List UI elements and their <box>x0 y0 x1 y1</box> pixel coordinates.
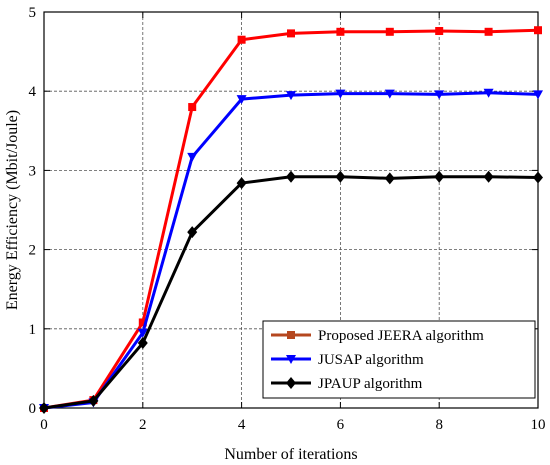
data-point <box>138 318 147 327</box>
y-tick-label: 3 <box>29 163 37 179</box>
data-point <box>286 170 296 183</box>
series-2 <box>39 170 543 414</box>
data-point <box>237 35 246 44</box>
data-point <box>336 27 345 36</box>
x-tick-label: 4 <box>238 417 246 433</box>
data-point <box>187 152 198 162</box>
y-tick-label: 1 <box>29 322 37 338</box>
y-tick-label: 4 <box>29 84 37 100</box>
y-axis-label: Energy Efficiency (Mbit/Joule) <box>4 110 21 310</box>
data-point <box>286 91 296 101</box>
data-point <box>335 89 346 99</box>
legend: Proposed JEERA algorithm JUSAP algorithm J… <box>262 320 536 399</box>
legend-label: JUSAP algorithm <box>318 352 424 368</box>
x-axis-label: Number of iterations <box>224 446 357 463</box>
y-tick-label: 2 <box>29 243 37 259</box>
data-point <box>483 88 494 98</box>
data-point <box>236 177 247 190</box>
data-point <box>39 402 49 414</box>
x-tick-label: 0 <box>40 417 48 433</box>
series-group <box>39 26 543 414</box>
legend-marker <box>286 377 296 389</box>
data-point <box>434 90 445 100</box>
data-point <box>434 170 445 183</box>
data-point <box>137 328 148 338</box>
y-tick-label: 5 <box>29 5 37 21</box>
data-point <box>534 26 542 35</box>
data-point <box>137 337 148 350</box>
data-point <box>384 172 395 185</box>
data-point <box>435 27 444 36</box>
data-point <box>236 95 247 105</box>
legend-marker <box>287 331 295 339</box>
data-point <box>187 226 198 239</box>
plot-frame <box>43 11 539 409</box>
data-point <box>287 29 295 38</box>
legend-label: JPAUP algorithm <box>318 376 423 392</box>
data-point <box>88 394 99 407</box>
data-point <box>335 170 346 183</box>
y-tick-label: 0 <box>29 401 37 417</box>
data-point <box>533 171 543 184</box>
x-tick-label: 10 <box>531 417 546 433</box>
data-point <box>483 170 494 183</box>
data-point <box>385 27 394 36</box>
data-point <box>188 103 197 112</box>
x-tick-label: 6 <box>337 417 345 433</box>
data-point <box>384 89 395 99</box>
data-point <box>533 90 543 100</box>
x-tick-label: 2 <box>139 417 147 433</box>
legend-marker <box>286 355 296 364</box>
axes: 0 2 4 6 8 10 0 1 2 3 4 5 <box>29 5 546 433</box>
data-point <box>484 27 493 36</box>
x-tick-label: 8 <box>435 417 443 433</box>
legend-label: Proposed JEERA algorithm <box>318 328 484 344</box>
